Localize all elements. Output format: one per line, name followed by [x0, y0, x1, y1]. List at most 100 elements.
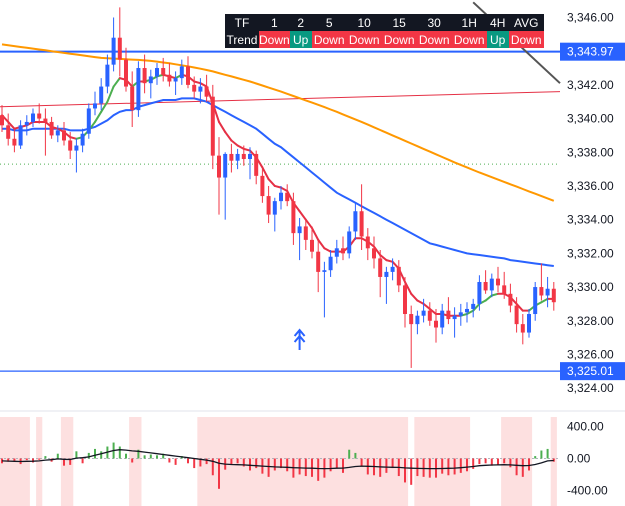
price-tick-label: 3,332.00	[567, 246, 614, 260]
buy-signal-arrow-icon	[293, 328, 306, 350]
candle-body	[117, 37, 122, 60]
trend-5: Down	[311, 31, 347, 48]
candle-body	[458, 312, 463, 316]
candle-body	[477, 282, 482, 304]
ma-short-segment	[385, 259, 394, 263]
candle-body	[372, 248, 376, 259]
trend-30: Down	[416, 31, 452, 48]
price-tag	[560, 42, 625, 61]
candle-body	[427, 310, 432, 321]
candle-body	[297, 226, 302, 234]
candle-body	[223, 153, 228, 178]
candle-body	[43, 118, 48, 122]
candle-body	[161, 68, 166, 75]
candle-body	[80, 133, 85, 146]
candle-body	[502, 285, 507, 294]
chart-overlays	[0, 50, 625, 412]
ma-short-segment	[317, 238, 326, 250]
ma-short-segment	[273, 184, 282, 189]
candle-body	[409, 314, 414, 325]
trend-table-header-row: TF 1 2 5 10 15 30 1H 4H AVG	[225, 14, 544, 31]
candle-body	[198, 86, 203, 92]
candle-body	[130, 86, 135, 111]
oscillator-shade-band	[129, 417, 142, 506]
candle-body	[272, 201, 277, 215]
trend-2: Up	[289, 31, 312, 48]
ma-short-segment	[472, 302, 481, 312]
price-tick-label: 3,334.00	[567, 213, 614, 227]
candle-body	[539, 287, 544, 296]
candle-body	[341, 248, 345, 254]
trend-4h: Up	[486, 31, 509, 48]
trend-1: Down	[259, 31, 290, 48]
candle-body	[403, 285, 407, 315]
candle-body	[334, 248, 339, 257]
trend-table-trend-row: Trend Down Up Down Down Down Down Down U…	[225, 31, 544, 48]
price-tag	[560, 362, 625, 381]
ma-short-segment	[261, 166, 270, 181]
ma-short-segment	[236, 144, 245, 150]
candle-body	[186, 66, 190, 85]
candle-body	[434, 320, 438, 328]
candle-body	[551, 288, 556, 303]
candle-body	[105, 64, 110, 87]
trend-table-row-label: Trend	[225, 31, 259, 48]
price-axis[interactable]: 3,346.003,344.003,342.003,340.003,338.00…	[560, 10, 625, 497]
candle-body	[260, 175, 265, 197]
ma-short-segment	[540, 297, 549, 304]
candle-body	[136, 68, 141, 111]
trendline	[0, 91, 561, 108]
ma-short-segment	[106, 85, 115, 103]
moving-averages	[1, 1, 561, 317]
ma-short-segment	[311, 227, 320, 241]
tf-label-5: 5	[311, 14, 347, 31]
price-tick-label: 3,324.00	[567, 381, 614, 395]
price-tick-label: 3,330.00	[567, 280, 614, 294]
candle-body	[142, 68, 147, 84]
candle-body	[365, 236, 370, 249]
candle-body	[390, 266, 395, 272]
candle-body	[496, 278, 500, 286]
candle-body	[37, 113, 42, 119]
tf-label-1: 1	[259, 14, 290, 31]
oscillator-shade-band	[60, 417, 74, 506]
ma-short-segment	[267, 178, 276, 187]
oscillator-tick-label: -400.00	[567, 483, 608, 497]
candle-body	[93, 103, 97, 109]
candle-body	[316, 251, 321, 272]
candle-body	[124, 59, 128, 87]
trend-1h: Down	[451, 31, 487, 48]
ma-short-segment	[484, 294, 493, 302]
candlesticks	[0, 7, 556, 368]
candle-body	[99, 86, 104, 104]
ma-short-segment	[416, 299, 425, 305]
candle-body	[396, 266, 401, 286]
candle-body	[322, 270, 327, 272]
candle-body	[514, 305, 519, 325]
ma-short-segment	[193, 80, 202, 85]
candle-body	[0, 115, 4, 126]
candle-body	[241, 153, 246, 160]
trend-table-header-label: TF	[225, 14, 259, 31]
candle-body	[545, 288, 550, 296]
oscillator-shade-band	[197, 417, 409, 506]
candle-body	[74, 145, 79, 151]
candle-body	[254, 153, 259, 176]
ma-short-segment	[218, 120, 227, 134]
ma-short-segment	[224, 131, 233, 142]
candle-body	[62, 130, 66, 141]
candle-body	[328, 256, 333, 271]
ma-short-segment	[323, 247, 332, 253]
candle-body	[483, 282, 488, 291]
candle-body	[204, 86, 209, 97]
candle-body	[173, 78, 178, 82]
candle-body	[520, 324, 525, 333]
candle-body	[359, 211, 364, 237]
candle-body	[55, 130, 60, 136]
candle-body	[465, 308, 469, 313]
candle-body	[235, 153, 240, 161]
candle-body	[248, 153, 252, 160]
ma-short-segment	[112, 77, 121, 88]
candle-body	[24, 121, 29, 126]
